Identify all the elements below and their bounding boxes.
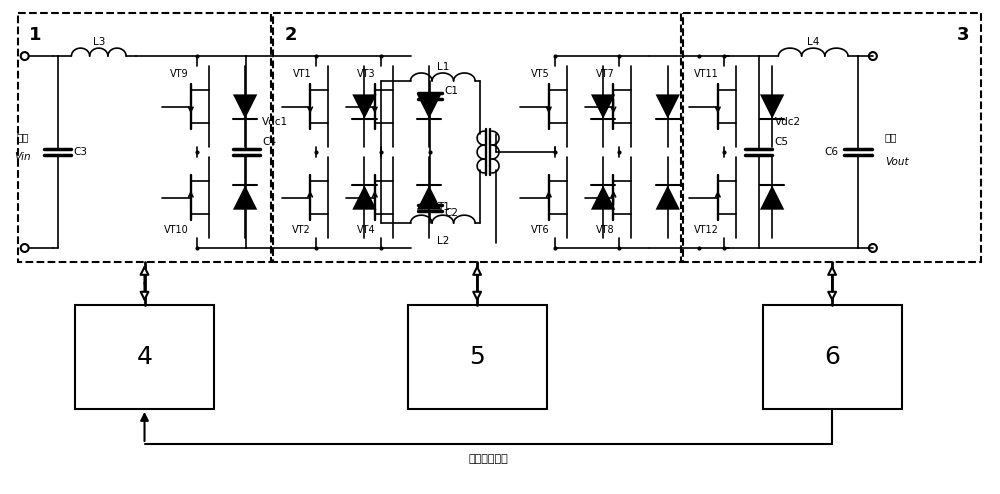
Text: L3: L3 [93, 37, 105, 47]
Text: C5: C5 [774, 137, 788, 147]
Text: Vout: Vout [885, 157, 908, 167]
Text: C6: C6 [824, 147, 838, 157]
Text: Vdc1: Vdc1 [262, 117, 288, 127]
Bar [273, 13, 681, 262]
Text: C2: C2 [444, 208, 458, 218]
Text: Vdc2: Vdc2 [774, 117, 801, 127]
Text: L4: L4 [807, 37, 819, 47]
Text: 2: 2 [285, 26, 297, 44]
Text: 5: 5 [469, 345, 485, 369]
Polygon shape [233, 185, 257, 209]
Text: VT6: VT6 [531, 225, 550, 235]
Text: 输出: 输出 [885, 132, 897, 142]
Text: VT1: VT1 [292, 69, 311, 79]
Text: 输出功率传递: 输出功率传递 [468, 454, 508, 464]
Text: VT3: VT3 [357, 69, 376, 79]
Text: 3: 3 [957, 26, 970, 44]
Bar [683, 13, 981, 262]
Polygon shape [760, 185, 784, 209]
Polygon shape [591, 185, 615, 209]
Text: VT11: VT11 [694, 69, 719, 79]
Polygon shape [233, 94, 257, 119]
Text: L2: L2 [437, 236, 449, 246]
Text: VT2: VT2 [292, 225, 311, 235]
Polygon shape [352, 94, 377, 119]
Text: VT7: VT7 [596, 69, 614, 79]
Polygon shape [352, 185, 377, 209]
Bar [408, 305, 547, 409]
Text: 输入: 输入 [16, 132, 29, 142]
Text: C3: C3 [73, 147, 87, 157]
Polygon shape [417, 185, 441, 209]
Text: 4: 4 [137, 345, 153, 369]
Text: VT4: VT4 [357, 225, 376, 235]
Polygon shape [656, 94, 680, 119]
Text: 1: 1 [29, 26, 42, 44]
Text: VT5: VT5 [531, 69, 550, 79]
Polygon shape [591, 94, 615, 119]
Polygon shape [760, 94, 784, 119]
Polygon shape [656, 185, 680, 209]
Text: VT9: VT9 [170, 69, 189, 79]
Polygon shape [417, 94, 441, 119]
Text: T1: T1 [437, 202, 450, 212]
Text: Vin: Vin [14, 152, 31, 162]
Text: VT10: VT10 [164, 225, 189, 235]
Text: L1: L1 [437, 62, 449, 72]
Text: VT8: VT8 [596, 225, 614, 235]
Bar [75, 305, 214, 409]
Text: C1: C1 [444, 86, 458, 96]
Text: 6: 6 [824, 345, 840, 369]
Text: VT12: VT12 [694, 225, 719, 235]
Text: C4: C4 [262, 137, 276, 147]
Bar [763, 305, 902, 409]
Bar [18, 13, 271, 262]
